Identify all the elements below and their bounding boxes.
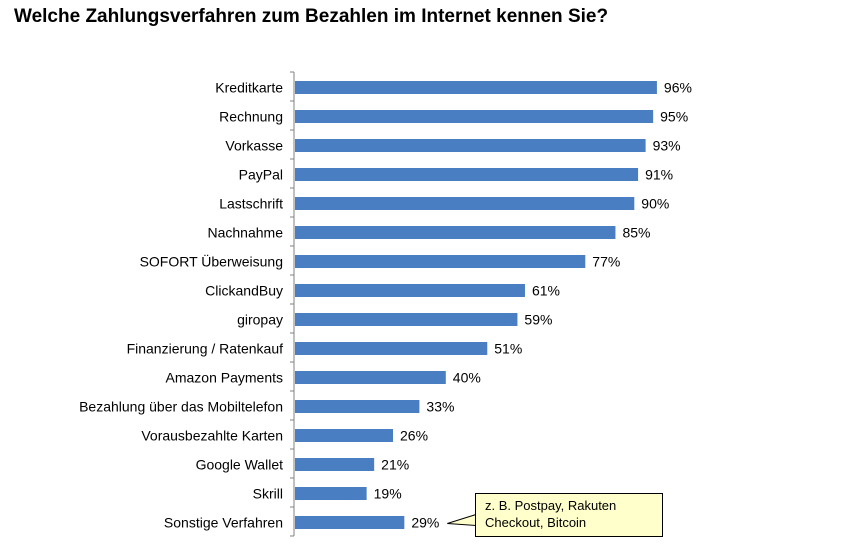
value-label: 21% [381, 457, 409, 473]
value-label: 96% [664, 80, 692, 96]
bar [295, 284, 525, 297]
category-label: giropay [237, 312, 283, 328]
value-label: 19% [374, 486, 402, 502]
category-label: Amazon Payments [166, 370, 284, 386]
value-label: 33% [426, 399, 454, 415]
chart-title: Welche Zahlungsverfahren zum Bezahlen im… [14, 6, 609, 27]
category-label: Finanzierung / Ratenkauf [127, 341, 284, 357]
callout-line-2: Checkout, Bitcoin [485, 515, 587, 530]
bar [295, 487, 367, 500]
category-label: Skrill [253, 486, 283, 502]
value-label: 26% [400, 428, 428, 444]
value-label: 61% [532, 283, 560, 299]
bar [295, 458, 375, 471]
category-label: Vorkasse [225, 138, 283, 154]
bar [295, 81, 657, 94]
category-label: Google Wallet [196, 457, 284, 473]
bar [295, 139, 646, 152]
value-label: 77% [592, 254, 620, 270]
category-label: ClickandBuy [205, 283, 283, 299]
category-label: Vorausbezahlte Karten [141, 428, 283, 444]
category-label: Rechnung [219, 109, 283, 125]
category-label: SOFORT Überweisung [140, 253, 283, 270]
bar [295, 516, 405, 529]
bar [295, 197, 635, 210]
value-label: 95% [660, 109, 688, 125]
category-label: Bezahlung über das Mobiltelefon [79, 399, 283, 415]
value-label: 85% [622, 225, 650, 241]
category-label: PayPal [239, 167, 283, 183]
bar [295, 342, 488, 355]
value-label: 91% [645, 167, 673, 183]
annotation-callout: z. B. Postpay, Rakuten Checkout, Bitcoin [475, 493, 663, 537]
bar [295, 255, 586, 268]
bar [295, 313, 518, 326]
category-label: Nachnahme [208, 225, 284, 241]
value-label: 59% [524, 312, 552, 328]
bar [295, 226, 616, 239]
bar [295, 429, 394, 442]
bar [295, 371, 446, 384]
value-label: 51% [494, 341, 522, 357]
bar [295, 168, 639, 181]
category-label: Sonstige Verfahren [164, 515, 283, 531]
bar [295, 400, 420, 413]
callout-pointer [447, 513, 477, 527]
value-label: 93% [653, 138, 681, 154]
callout-line-1: z. B. Postpay, Rakuten [485, 498, 617, 513]
value-label: 29% [411, 515, 439, 531]
bar [295, 110, 654, 123]
value-label: 40% [453, 370, 481, 386]
category-label: Kreditkarte [215, 80, 283, 96]
value-label: 90% [641, 196, 669, 212]
category-label: Lastschrift [219, 196, 283, 212]
